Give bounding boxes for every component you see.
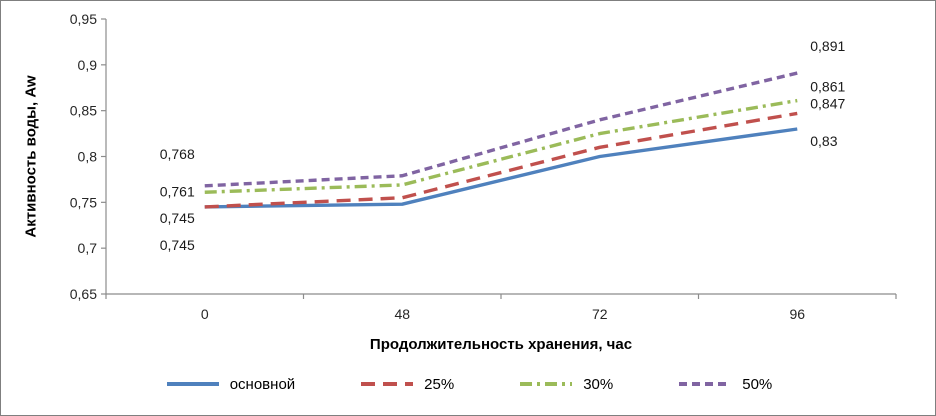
- legend-item-25%: 25%: [360, 376, 454, 393]
- data-label-last-30%: 0,861: [810, 79, 845, 95]
- chart-legend: основной 25% 30% 50%: [1, 367, 935, 401]
- legend-item-50%: 50%: [678, 376, 772, 393]
- legend-item-30%: 30%: [519, 376, 613, 393]
- data-label-first-30%: 0,761: [160, 183, 195, 199]
- x-tick-label: 48: [394, 306, 410, 322]
- y-tick-label: 0,9: [78, 57, 98, 73]
- y-axis-title: Активность воды, Aw: [22, 75, 40, 238]
- series-line-30%: [204, 98, 798, 194]
- series-line-основной: [204, 127, 798, 209]
- x-tick-label: 96: [789, 306, 805, 322]
- data-label-last-50%: 0,891: [810, 38, 845, 54]
- legend-line-sample: [361, 382, 414, 386]
- legend-label: 30%: [583, 375, 614, 393]
- y-tick-label: 0,8: [78, 149, 98, 165]
- data-label-first-основной: 0,745: [160, 237, 195, 253]
- data-label-first-25%: 0,745: [160, 210, 195, 226]
- legend-label: 50%: [742, 375, 773, 393]
- legend-line-sample: [520, 382, 573, 386]
- y-tick-label: 0,95: [70, 11, 97, 27]
- x-tick-label: 72: [592, 306, 608, 322]
- data-label-last-основной: 0,83: [810, 133, 837, 149]
- data-label-first-50%: 0,768: [160, 146, 195, 162]
- y-tick-label: 0,75: [70, 194, 97, 210]
- y-tick-label: 0,65: [70, 286, 97, 302]
- legend-label: 25%: [424, 375, 455, 393]
- y-tick-label: 0,7: [78, 240, 98, 256]
- legend-line-sample: [166, 382, 219, 386]
- y-tick-label: 0,85: [70, 103, 97, 119]
- x-axis-title: Продолжительность хранения, час: [369, 336, 633, 353]
- legend-item-основной: основной: [166, 376, 295, 393]
- series-line-50%: [204, 71, 798, 188]
- legend-line-sample: [679, 382, 732, 386]
- x-tick-label: 0: [201, 306, 209, 322]
- legend-label: основной: [229, 375, 296, 393]
- series-line-25%: [204, 111, 798, 209]
- data-label-last-25%: 0,847: [810, 95, 845, 111]
